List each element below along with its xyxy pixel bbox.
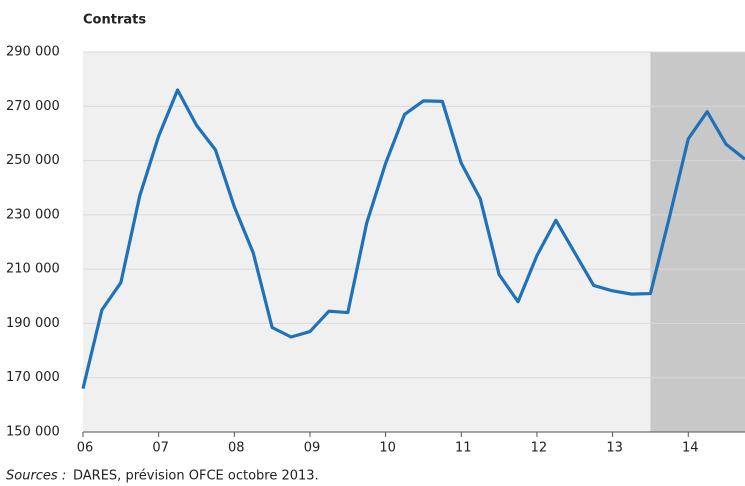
x-tick-label: 12 [531,441,548,456]
x-tick-label: 09 [304,441,321,456]
y-tick-label: 210 000 [6,262,60,277]
y-tick-label: 230 000 [6,207,60,222]
forecast-region [650,52,745,432]
x-tick-label: 13 [606,441,623,456]
source-label: Sources : [6,469,66,484]
y-tick-label: 250 000 [6,153,60,168]
x-tick-label: 10 [379,441,396,456]
plot-background [83,52,745,432]
x-tick-label: 08 [228,441,245,456]
y-tick-label: 290 000 [6,45,60,60]
y-tick-label: 190 000 [6,316,60,331]
x-tick-label: 14 [682,441,699,456]
source: DARES, prévision OFCE octobre 2013. [73,469,319,484]
x-tick-label: 06 [77,441,94,456]
data-line [81,88,745,389]
x-tick-label: 07 [152,441,169,456]
y-tick-label: 150 000 [6,425,60,440]
y-tick-label: 170 000 [6,370,60,385]
y-tick-label: 270 000 [6,99,60,114]
x-tick-label: 11 [455,441,472,456]
y-axis-label: Contrats [83,13,146,28]
